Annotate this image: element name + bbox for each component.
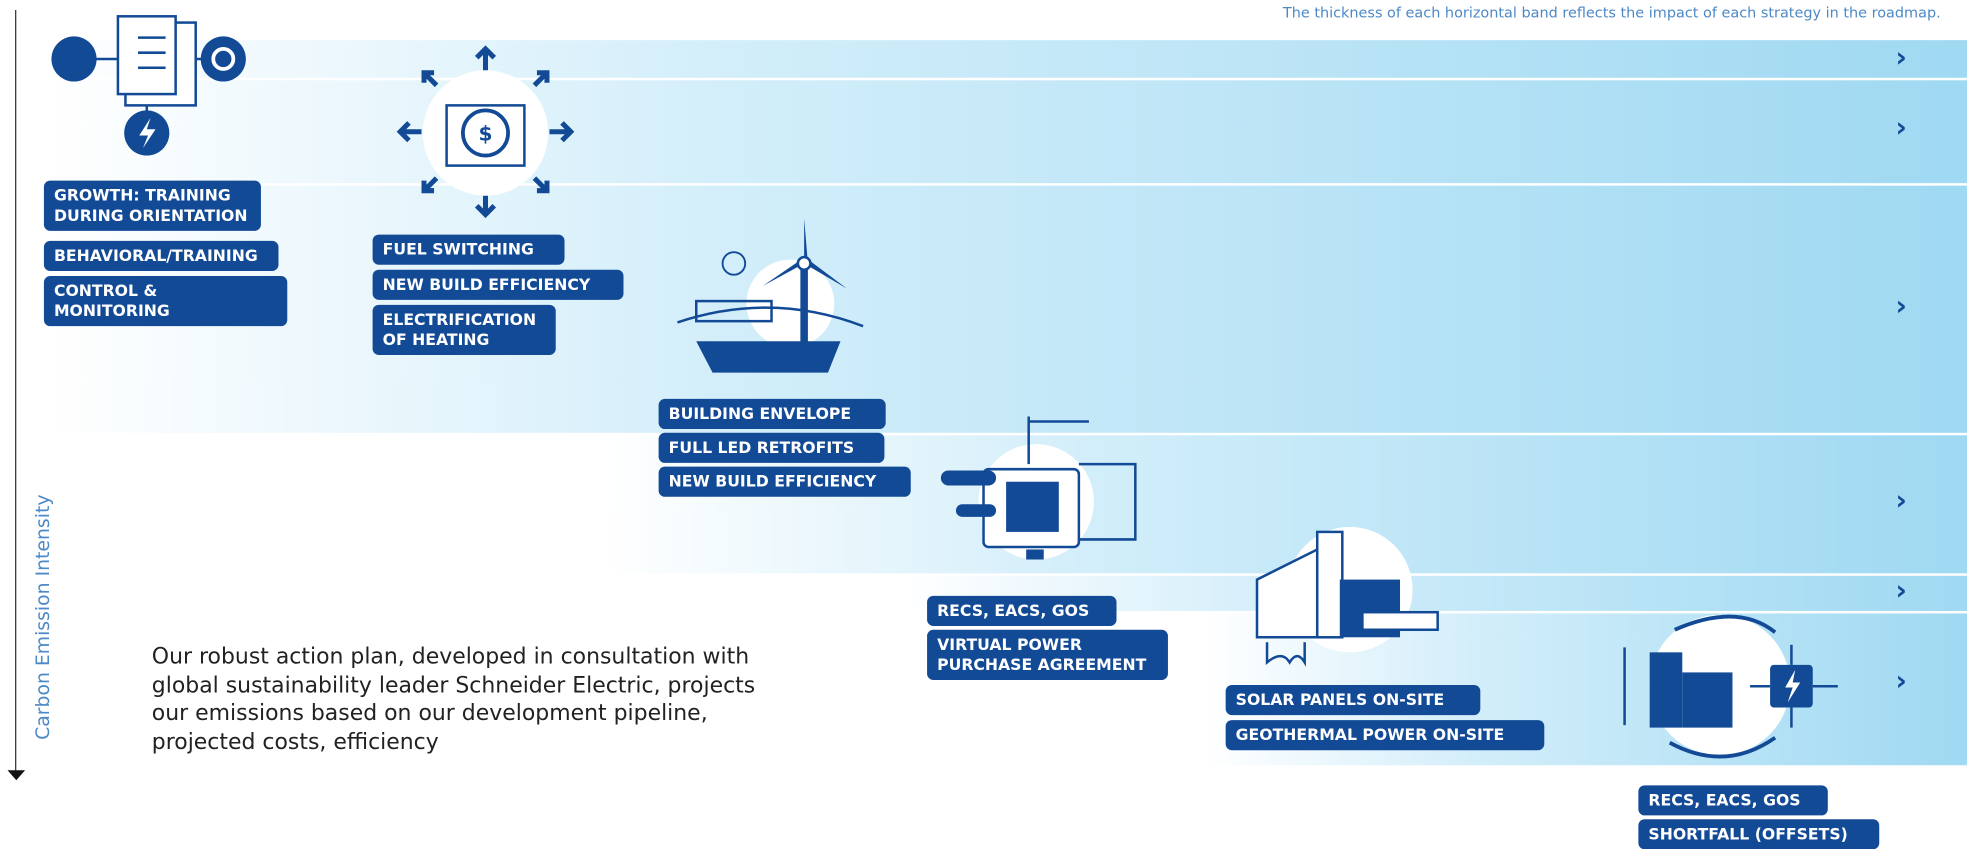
icon-solar (1255, 517, 1443, 668)
strategy-label: GROWTH: TRAINING DURING ORIENTATION (44, 181, 261, 231)
strategy-label: BEHAVIORAL/TRAINING (44, 241, 279, 271)
band: › (44, 40, 1967, 78)
strategy-label: VIRTUAL POWER PURCHASE AGREEMENT (927, 630, 1168, 680)
axis-line (15, 10, 16, 773)
axis-arrow (8, 770, 26, 780)
strategy-label: ELECTRIFICATION OF HEATING (373, 305, 556, 355)
axis-label: Carbon Emission Intensity (31, 495, 54, 740)
icon-fuel: $ (396, 45, 574, 218)
band: › (44, 186, 1967, 433)
infographic: › › › › › › The thickness of each horizo… (0, 0, 1967, 847)
strategy-label: NEW BUILD EFFICIENCY (373, 270, 624, 300)
strategy-label: CONTROL & MONITORING (44, 276, 287, 326)
svg-text:$: $ (479, 122, 493, 146)
page: › › › › › › The thickness of each horizo… (0, 0, 1967, 847)
description: Our robust action plan, developed in con… (152, 644, 798, 757)
strategy-label: BUILDING ENVELOPE (659, 399, 886, 429)
strategy-label: GEOTHERMAL POWER ON-SITE (1226, 720, 1545, 750)
strategy-label: SHORTFALL (OFFSETS) (1638, 819, 1879, 849)
band: › (44, 80, 1967, 183)
strategy-label: FUEL SWITCHING (373, 235, 565, 265)
icon-training (50, 13, 251, 164)
strategy-label: SOLAR PANELS ON-SITE (1226, 685, 1481, 715)
strategy-label: NEW BUILD EFFICIENCY (659, 467, 911, 497)
note: The thickness of each horizontal band re… (1283, 4, 1941, 22)
icon-wind (677, 216, 865, 387)
strategy-label: RECS, EACS, GOS (927, 596, 1116, 626)
icon-offsets (1599, 610, 1850, 766)
strategy-label: RECS, EACS, GOS (1638, 785, 1827, 815)
icon-power (941, 414, 1142, 562)
strategy-label: FULL LED RETROFITS (659, 433, 885, 463)
